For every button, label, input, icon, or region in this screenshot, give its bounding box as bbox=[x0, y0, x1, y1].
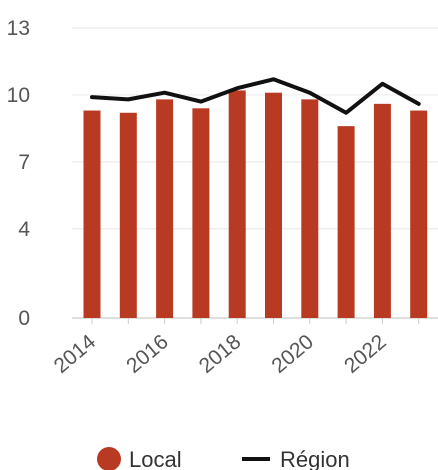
y-tick-label: 4 bbox=[18, 218, 30, 241]
legend-label-region: Région bbox=[280, 447, 350, 470]
y-tick-label: 0 bbox=[18, 307, 30, 330]
y-tick-label: 10 bbox=[7, 84, 30, 107]
x-tick-label: 2018 bbox=[195, 330, 246, 378]
line-series-region bbox=[90, 77, 421, 115]
x-axis-ticks: 2014 2016 2018 2020 2022 bbox=[50, 318, 420, 378]
x-tick-label: 2022 bbox=[340, 330, 391, 378]
x-tick-label: 2014 bbox=[50, 330, 101, 378]
bar-local bbox=[192, 108, 210, 318]
bar-local bbox=[119, 112, 137, 319]
legend-marker-local bbox=[97, 447, 121, 470]
bar-local bbox=[337, 126, 355, 319]
legend-label-local: Local bbox=[129, 447, 182, 470]
y-axis-ticks: 0 4 7 10 13 bbox=[7, 17, 31, 330]
bar-local bbox=[265, 92, 282, 318]
bar-local bbox=[156, 99, 174, 318]
y-tick-label: 7 bbox=[18, 151, 30, 174]
x-tick-label: 2016 bbox=[122, 330, 173, 378]
bar-series-local bbox=[83, 90, 428, 319]
bar-local bbox=[410, 110, 428, 319]
bar-local bbox=[301, 99, 319, 318]
bar-local bbox=[83, 110, 101, 319]
bar-local bbox=[373, 103, 391, 318]
x-tick-label: 2020 bbox=[267, 330, 318, 378]
line-region bbox=[90, 77, 421, 115]
bar-local bbox=[228, 90, 246, 318]
legend: Local Région bbox=[97, 447, 350, 470]
y-tick-label: 13 bbox=[7, 17, 30, 40]
